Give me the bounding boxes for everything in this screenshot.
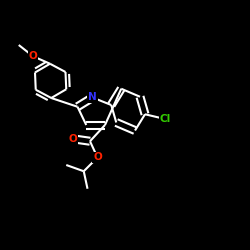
Text: N: N xyxy=(88,92,97,102)
Text: O: O xyxy=(93,152,102,162)
Text: Cl: Cl xyxy=(160,114,170,124)
Text: O: O xyxy=(68,134,77,144)
Text: O: O xyxy=(28,51,38,61)
